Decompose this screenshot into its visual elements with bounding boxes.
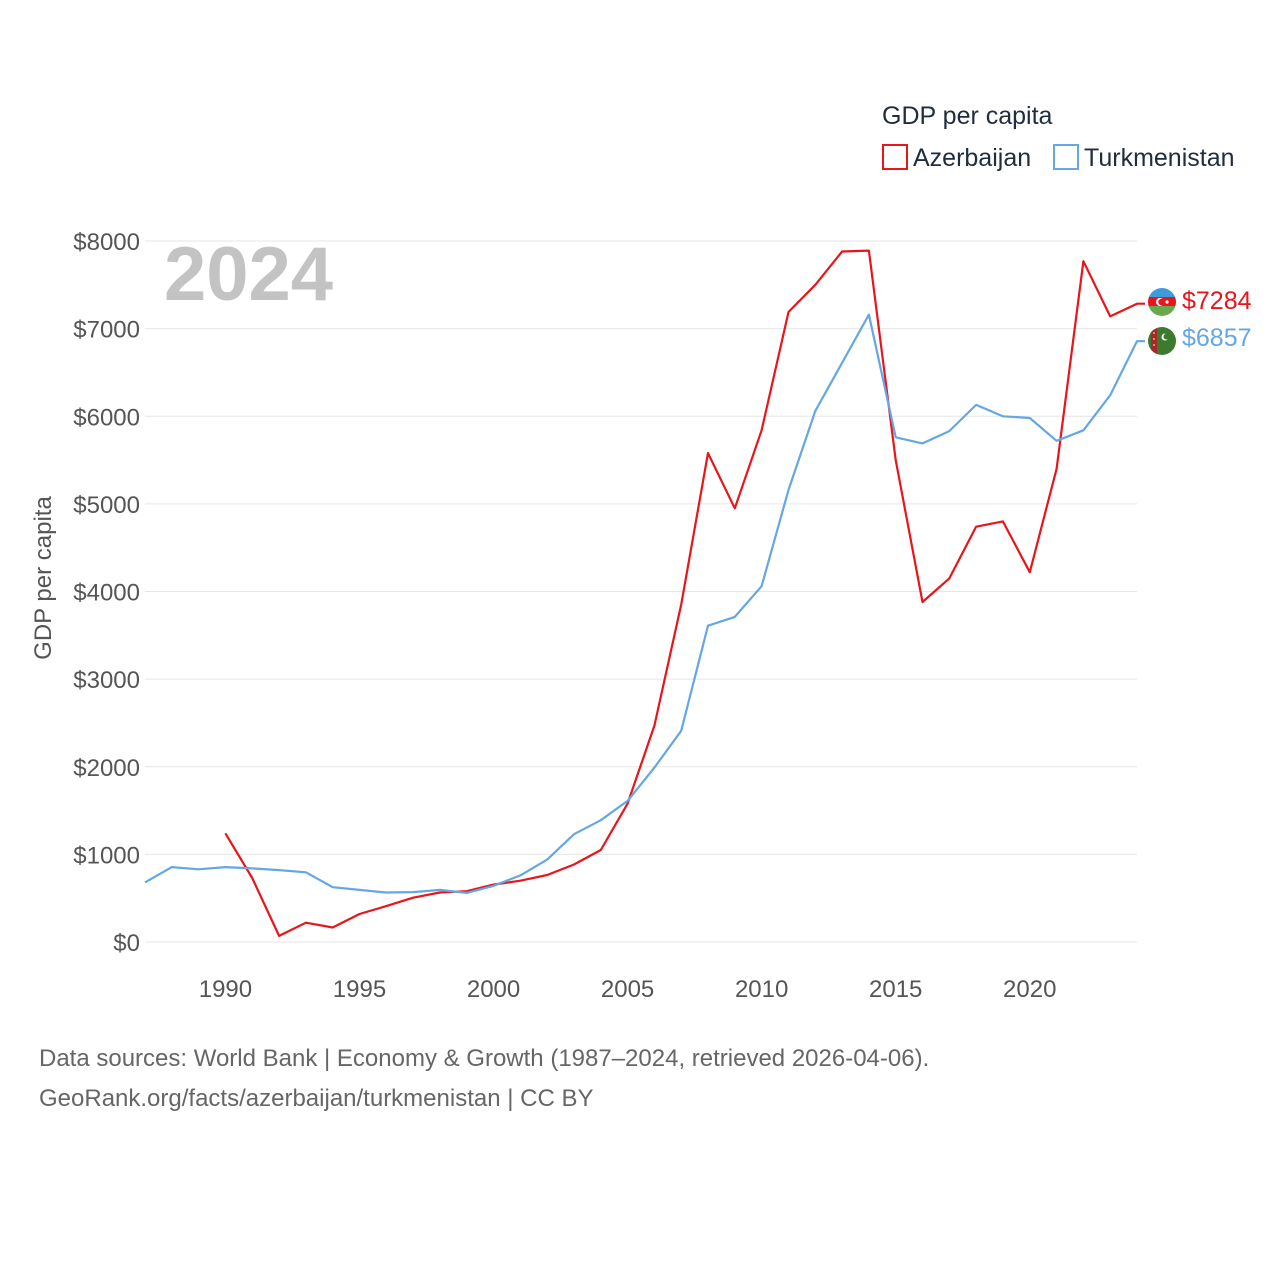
legend-label-turkmenistan: Turkmenistan [1084, 144, 1235, 172]
gdp-line-chart: $0 $1000 $2000 $3000 $4000 $5000 $6000 $7000 $80… [30, 102, 1252, 1003]
year-label: 2024 [164, 232, 333, 317]
source-line-1: Data sources: World Bank | Economy & Gro… [39, 1045, 930, 1072]
series-line-turkmenistan [144, 313, 1145, 895]
end-label-azerbaijan: $7284 [1182, 287, 1252, 315]
x-tick-label: 1990 [199, 976, 252, 1003]
x-tick-label: 2005 [601, 976, 654, 1003]
x-tick-label: 2015 [869, 976, 922, 1003]
y-tick-label: $7000 [73, 317, 140, 344]
y-tick-label: $0 [113, 930, 140, 957]
y-axis-ticks: $0 $1000 $2000 $3000 $4000 $5000 $6000 $7000 $80… [73, 229, 140, 957]
series-line-azerbaijan [224, 249, 1145, 938]
end-label-turkmenistan: $6857 [1182, 324, 1252, 352]
y-tick-label: $1000 [73, 842, 140, 869]
legend-label-azerbaijan: Azerbaijan [913, 144, 1031, 172]
x-tick-label: 2020 [1003, 976, 1056, 1003]
legend-swatch-turkmenistan [1053, 144, 1079, 170]
gridlines [145, 240, 1137, 943]
y-tick-label: $6000 [73, 404, 140, 431]
x-axis-ticks: 1990 1995 2000 2005 2010 2015 2020 [199, 976, 1057, 1003]
source-line-2: GeoRank.org/facts/azerbaijan/turkmenista… [39, 1085, 594, 1112]
y-axis-label: GDP per capita [30, 496, 57, 660]
x-tick-label: 2000 [467, 976, 520, 1003]
y-tick-label: $5000 [73, 492, 140, 519]
legend-swatch-azerbaijan [882, 144, 908, 170]
y-tick-label: $4000 [73, 580, 140, 607]
x-tick-label: 2010 [735, 976, 788, 1003]
turkmenistan-flag-icon [1148, 327, 1176, 355]
legend: GDP per capita Azerbaijan Turkmenistan [882, 102, 1235, 172]
y-tick-label: $3000 [73, 667, 140, 694]
y-tick-label: $2000 [73, 755, 140, 782]
series-lines [144, 249, 1145, 938]
y-tick-label: $8000 [73, 229, 140, 256]
x-tick-label: 1995 [333, 976, 386, 1003]
azerbaijan-flag-icon [1148, 288, 1176, 316]
legend-title: GDP per capita [882, 102, 1053, 130]
